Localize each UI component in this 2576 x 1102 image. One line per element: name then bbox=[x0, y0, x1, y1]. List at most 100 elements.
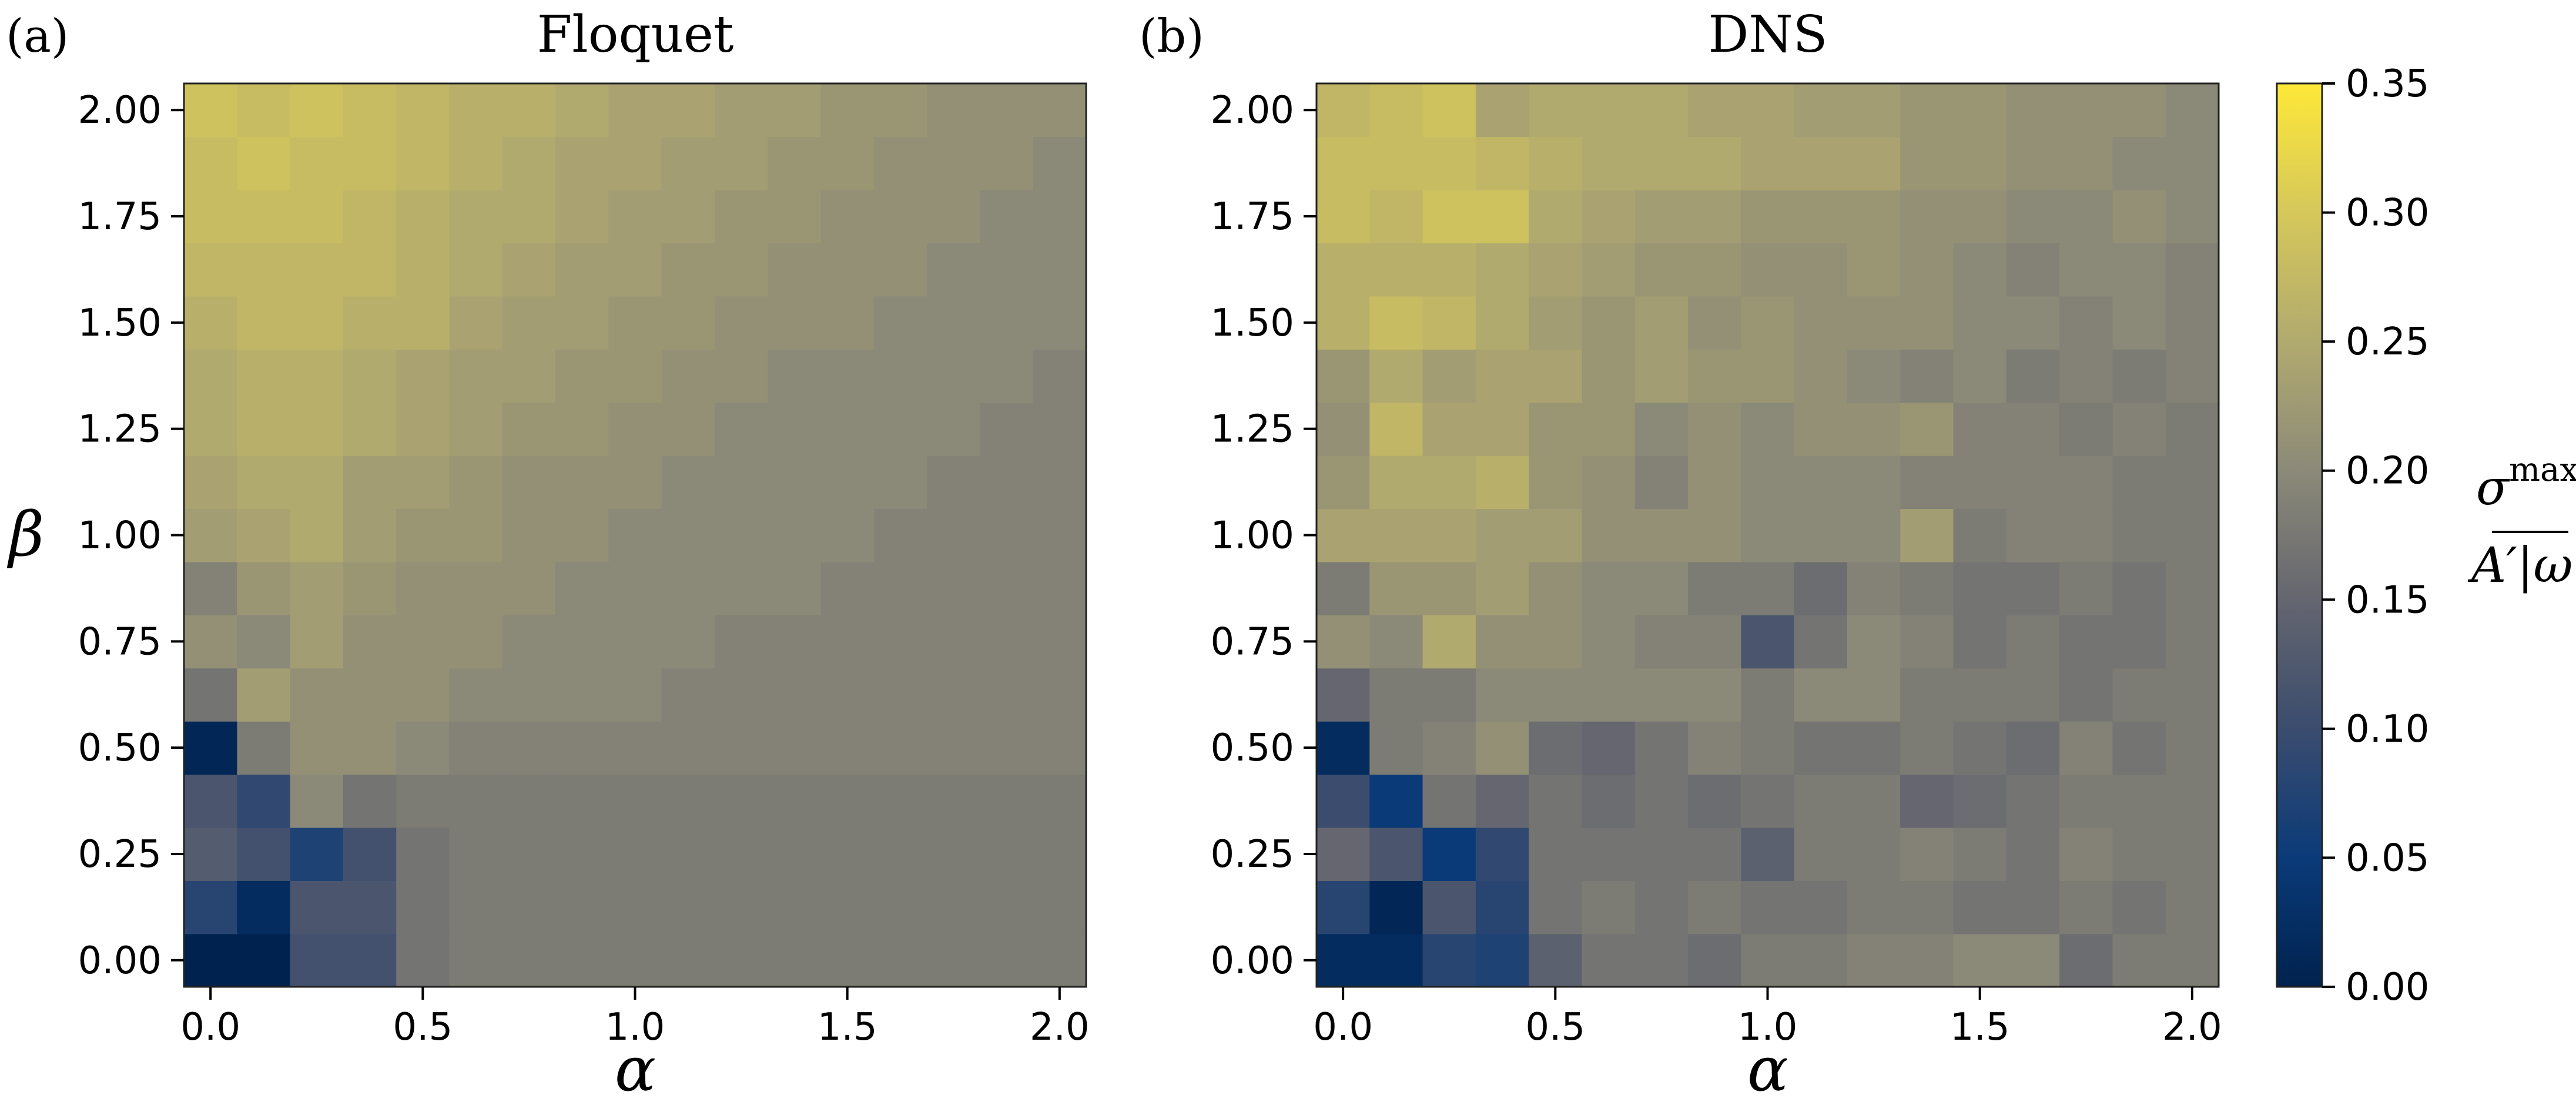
heatmap-cell bbox=[1529, 349, 1583, 403]
heatmap-cell bbox=[1317, 774, 1371, 828]
heatmap-cell bbox=[1741, 296, 1795, 350]
heatmap-cell bbox=[1475, 508, 1529, 562]
heatmap-cell bbox=[768, 827, 822, 881]
heatmap-cell bbox=[2059, 721, 2113, 775]
heatmap-cell bbox=[184, 561, 238, 615]
heatmap-cell bbox=[2059, 933, 2113, 987]
heatmap-cell bbox=[555, 827, 609, 881]
heatmap-cell bbox=[555, 402, 609, 456]
heatmap-cell bbox=[768, 349, 822, 403]
heatmap-cell bbox=[555, 933, 609, 987]
heatmap-cell bbox=[608, 296, 662, 350]
heatmap-cell bbox=[343, 827, 397, 881]
heatmap-cell bbox=[343, 508, 397, 562]
heatmap-cell bbox=[1953, 827, 2007, 881]
heatmap-cell bbox=[555, 615, 609, 669]
heatmap-cell bbox=[1688, 561, 1742, 615]
heatmap-cell bbox=[714, 561, 769, 615]
heatmap-cell bbox=[1953, 880, 2007, 934]
panel-a-title: Floquet bbox=[537, 5, 734, 64]
heatmap-cell bbox=[1422, 349, 1476, 403]
heatmap-cell bbox=[1900, 774, 1954, 828]
heatmap-cell bbox=[768, 136, 822, 190]
heatmap-cell bbox=[608, 880, 662, 934]
heatmap-cell bbox=[1475, 721, 1529, 775]
heatmap-cell bbox=[1033, 243, 1087, 297]
heatmap-cell bbox=[820, 296, 875, 350]
heatmap-cell bbox=[661, 561, 715, 615]
heatmap-cell bbox=[1741, 508, 1795, 562]
heatmap-cell bbox=[2006, 774, 2060, 828]
heatmap-cell bbox=[980, 189, 1034, 244]
heatmap-cell bbox=[1529, 402, 1583, 456]
heatmap-cell bbox=[927, 880, 981, 934]
heatmap-cell bbox=[237, 827, 291, 881]
heatmap-cell bbox=[1529, 296, 1583, 350]
heatmap-cell bbox=[873, 827, 927, 881]
colorbar-tick-label: 0.00 bbox=[2346, 966, 2430, 1009]
heatmap-cell bbox=[1369, 296, 1423, 350]
heatmap-cell bbox=[290, 189, 344, 244]
heatmap-cell bbox=[2006, 933, 2060, 987]
heatmap-cell bbox=[661, 83, 715, 138]
heatmap-cell bbox=[1741, 136, 1795, 190]
heatmap-cell bbox=[1317, 402, 1371, 456]
heatmap-cell bbox=[184, 668, 238, 722]
heatmap-cell bbox=[1317, 508, 1371, 562]
panel-dns: (b) DNS 0.0 0.5 1.0 1.5 2.0 0.00 0.25 0.50 0.75 1… bbox=[1139, 5, 2222, 1102]
heatmap-cell bbox=[873, 880, 927, 934]
heatmap-cell bbox=[608, 402, 662, 456]
heatmap-cell bbox=[980, 402, 1034, 456]
heatmap-cell bbox=[1847, 243, 1901, 297]
heatmap-cell bbox=[2006, 296, 2060, 350]
heatmap-cell bbox=[1688, 243, 1742, 297]
heatmap-cell bbox=[1900, 508, 1954, 562]
heatmap-cell bbox=[1794, 668, 1848, 722]
heatmap-cell bbox=[502, 933, 556, 987]
heatmap-cell bbox=[820, 83, 875, 138]
heatmap-cell bbox=[1582, 296, 1636, 350]
heatmap-cell bbox=[1033, 136, 1087, 190]
heatmap-cell bbox=[237, 880, 291, 934]
heatmap-cell bbox=[2165, 189, 2219, 244]
heatmap-cell bbox=[290, 508, 344, 562]
heatmap-cell bbox=[1033, 402, 1087, 456]
heatmap-cell bbox=[396, 774, 450, 828]
heatmap-cell bbox=[714, 402, 769, 456]
heatmap-cell bbox=[237, 721, 291, 775]
heatmap-cell bbox=[714, 615, 769, 669]
heatmap-cell bbox=[608, 615, 662, 669]
heatmap-cell bbox=[1900, 615, 1954, 669]
heatmap-cell bbox=[184, 402, 238, 456]
heatmap-cell bbox=[1582, 243, 1636, 297]
heatmap-cell bbox=[980, 774, 1034, 828]
heatmap-cell bbox=[1582, 933, 1636, 987]
heatmap-cell bbox=[1794, 243, 1848, 297]
heatmap-cell bbox=[1900, 349, 1954, 403]
heatmap-cell bbox=[1033, 827, 1087, 881]
x-axis-label-a: α bbox=[615, 1033, 656, 1102]
heatmap-cells-b bbox=[1317, 83, 2219, 987]
heatmap-cell bbox=[1634, 880, 1689, 934]
heatmap-cell bbox=[714, 880, 769, 934]
heatmap-cell bbox=[714, 933, 769, 987]
heatmap-cell bbox=[1033, 83, 1087, 138]
heatmap-cell bbox=[1900, 136, 1954, 190]
heatmap-cell bbox=[927, 349, 981, 403]
heatmap-cell bbox=[1529, 561, 1583, 615]
heatmap-cell bbox=[768, 508, 822, 562]
heatmap-cell bbox=[927, 668, 981, 722]
heatmap-cell bbox=[980, 455, 1034, 510]
heatmap-cell bbox=[1953, 83, 2007, 138]
heatmap-cell bbox=[873, 349, 927, 403]
heatmap-cell bbox=[2059, 136, 2113, 190]
heatmap-cell bbox=[1529, 455, 1583, 510]
heatmap-cell bbox=[2112, 455, 2166, 510]
heatmap-cell bbox=[1688, 721, 1742, 775]
heatmap-cell bbox=[2112, 136, 2166, 190]
y-tick-label: 1.25 bbox=[1211, 408, 1295, 451]
heatmap-cell bbox=[980, 721, 1034, 775]
colorbar-label-numerator: σmax bbox=[2476, 451, 2576, 516]
colorbar-gradient bbox=[2276, 82, 2323, 988]
heatmap-cell bbox=[927, 83, 981, 138]
